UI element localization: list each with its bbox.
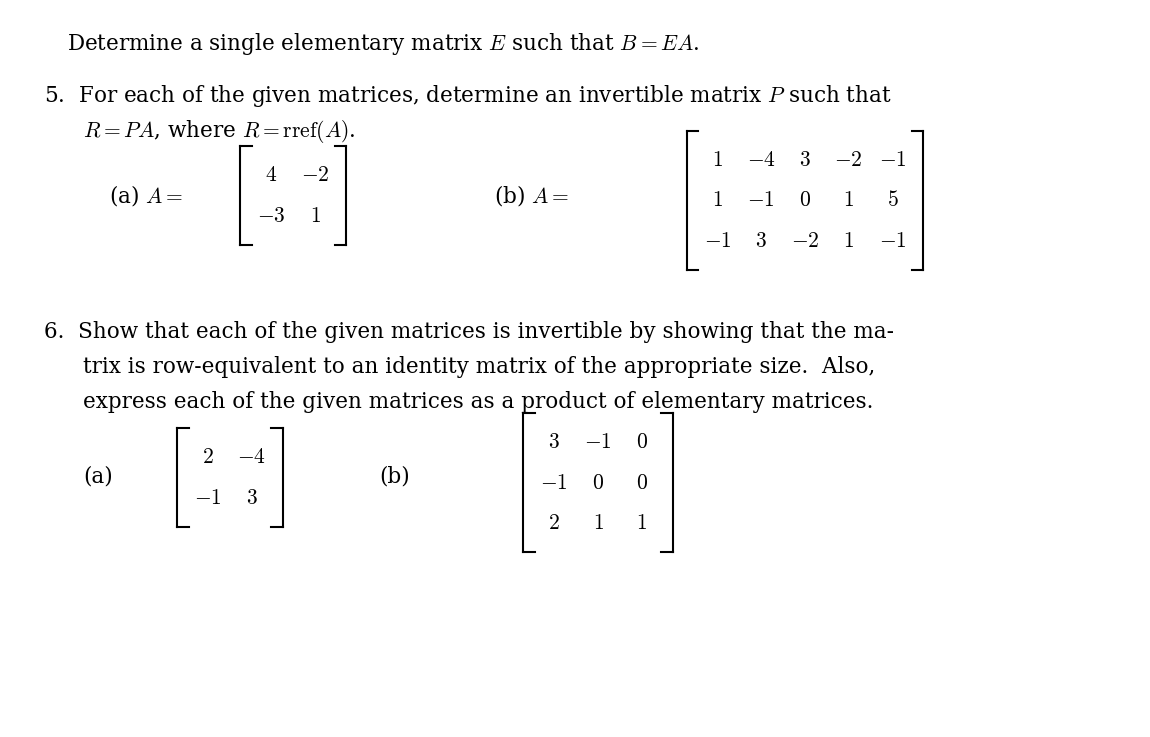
Text: 6.  Show that each of the given matrices is invertible by showing that the ma-: 6. Show that each of the given matrices … [44,321,894,343]
Text: $-1$: $-1$ [194,487,222,509]
Text: $-2$: $-2$ [835,149,862,171]
Text: $4$: $4$ [266,164,277,186]
Text: $-4$: $-4$ [237,447,267,468]
Text: $-1$: $-1$ [584,431,612,453]
Text: $R = PA$, where $R = \mathrm{rref}(A)$.: $R = PA$, where $R = \mathrm{rref}(A)$. [83,118,355,145]
Text: (a) $A=$: (a) $A=$ [109,183,183,208]
Text: $-1$: $-1$ [704,230,731,252]
Text: 5.  For each of the given matrices, determine an invertible matrix $P$ such that: 5. For each of the given matrices, deter… [44,83,891,108]
Text: $3$: $3$ [756,230,767,252]
Text: $1$: $1$ [636,512,647,534]
Text: trix is row-equivalent to an identity matrix of the appropriate size.  Also,: trix is row-equivalent to an identity ma… [83,356,875,378]
Text: $0$: $0$ [592,472,604,494]
Text: $2$: $2$ [202,447,214,468]
Text: $1$: $1$ [843,230,854,252]
Text: $-2$: $-2$ [791,230,819,252]
Text: $3$: $3$ [246,487,258,509]
Text: Determine a single elementary matrix $E$ such that $B = EA$.: Determine a single elementary matrix $E$… [67,31,699,57]
Text: $2$: $2$ [549,512,560,534]
Text: $-3$: $-3$ [258,205,285,226]
Text: $-1$: $-1$ [879,149,906,171]
Text: $5$: $5$ [887,189,898,212]
Text: (b) $A=$: (b) $A=$ [494,183,569,208]
Text: $-4$: $-4$ [746,149,776,171]
Text: $0$: $0$ [636,472,647,494]
Text: $3$: $3$ [799,149,811,171]
Text: $-1$: $-1$ [748,189,775,212]
Text: express each of the given matrices as a product of elementary matrices.: express each of the given matrices as a … [83,391,873,413]
Text: $1$: $1$ [712,189,723,212]
Text: $0$: $0$ [799,189,811,212]
Text: $-1$: $-1$ [540,472,568,494]
Text: $1$: $1$ [309,205,321,226]
Text: (a): (a) [83,466,113,488]
Text: $-1$: $-1$ [879,230,906,252]
Text: $1$: $1$ [592,512,604,534]
Text: (b): (b) [380,466,411,488]
Text: $-2$: $-2$ [301,164,329,186]
Text: $3$: $3$ [549,431,560,453]
Text: $1$: $1$ [843,189,854,212]
Text: $0$: $0$ [636,431,647,453]
Text: $1$: $1$ [712,149,723,171]
